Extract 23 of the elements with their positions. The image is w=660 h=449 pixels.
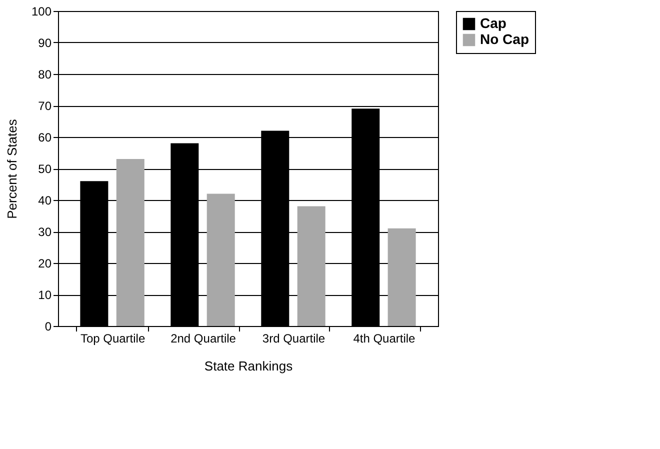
bar (297, 206, 326, 326)
y-tick-label: 100 (31, 4, 52, 18)
y-tick-label: 80 (38, 68, 52, 82)
x-tick-label: 4th Quartile (353, 332, 416, 346)
legend-label: No Cap (480, 31, 529, 47)
y-tick-label: 30 (38, 225, 52, 239)
y-tick-label: 40 (38, 194, 52, 208)
y-axis-title: Percent of States (4, 118, 20, 219)
bar (116, 159, 144, 326)
y-tick-label: 10 (38, 288, 52, 302)
x-tick-label: 2nd Quartile (170, 332, 236, 346)
x-tick-label: 3rd Quartile (262, 332, 326, 346)
bar (388, 228, 416, 326)
y-tick-label: 0 (44, 320, 52, 334)
bar (206, 194, 235, 326)
x-tick-label: Top Quartile (80, 332, 146, 346)
legend-label: Cap (480, 15, 506, 31)
y-tick-label: 50 (38, 162, 52, 176)
y-tick-label: 90 (38, 36, 52, 50)
y-tick-label: 70 (38, 99, 52, 113)
x-axis-title: State Rankings (204, 358, 294, 374)
y-tick-label: 60 (38, 130, 52, 144)
y-tick-label: 20 (38, 256, 52, 270)
